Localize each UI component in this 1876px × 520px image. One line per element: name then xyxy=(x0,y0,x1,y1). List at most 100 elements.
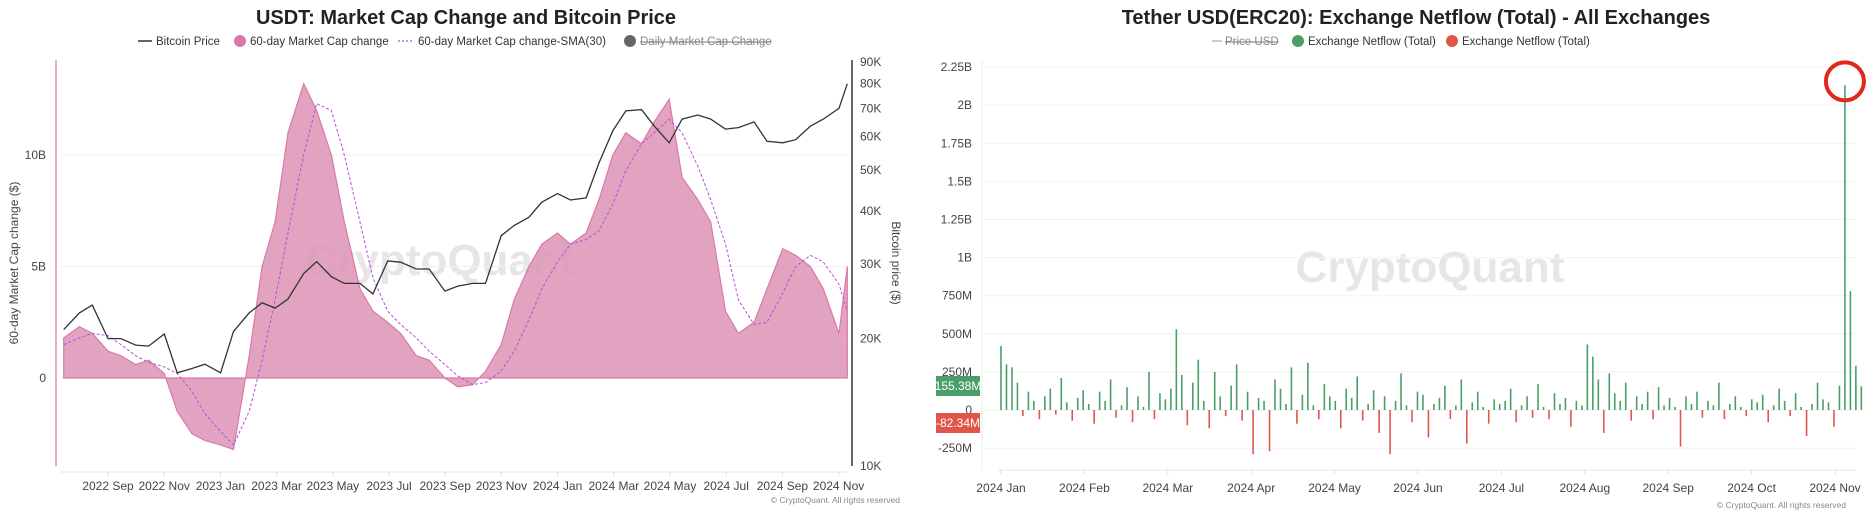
legend-netflow-positive[interactable]: Exchange Netflow (Total) xyxy=(1308,36,1436,48)
netflow-bar-positive xyxy=(1175,329,1178,410)
mcap-change-area xyxy=(63,81,848,451)
netflow-bar-positive xyxy=(1822,399,1824,410)
current-negative-badge: -82.34M xyxy=(936,413,980,433)
netflow-bar-negative xyxy=(1071,410,1074,421)
netflow-bar-positive xyxy=(1657,387,1660,410)
netflow-bar-positive xyxy=(1082,390,1084,410)
left-y-tick: 0 xyxy=(39,371,46,385)
netflow-bar-positive xyxy=(1646,391,1649,410)
netflow-bar-positive xyxy=(1181,374,1183,410)
netflow-bar-positive xyxy=(1564,397,1567,410)
netflow-bar-negative xyxy=(1131,410,1134,423)
x-tick-label: 2024 Aug xyxy=(1559,481,1610,495)
netflow-bar-negative xyxy=(1022,410,1024,417)
netflow-bar-positive xyxy=(1663,405,1665,410)
sma30-line xyxy=(63,102,848,446)
netflow-bar-positive xyxy=(1460,379,1463,410)
netflow-bar-positive xyxy=(1400,373,1402,410)
netflow-bar-positive xyxy=(1526,396,1528,410)
right-legend[interactable]: Price USD Exchange Netflow (Total) Excha… xyxy=(1212,35,1590,48)
x-tick-label: 2024 Jun xyxy=(1393,481,1442,495)
legend-mcap-swatch xyxy=(234,35,246,47)
x-tick-label: 2024 Jan xyxy=(533,479,582,493)
right-y-tick: 80K xyxy=(860,77,881,91)
right-y-tick: 1.25B xyxy=(941,213,972,227)
netflow-bar-negative xyxy=(1767,410,1769,423)
netflow-bar-negative xyxy=(1723,410,1726,420)
netflow-bar-positive xyxy=(1860,386,1863,410)
netflow-bar-positive xyxy=(1274,379,1276,410)
current-negative-value: -82.34M xyxy=(936,416,980,430)
netflow-bar-positive xyxy=(1307,362,1309,410)
netflow-bar-negative xyxy=(1805,410,1808,436)
right-y-tick: 1B xyxy=(957,251,972,265)
netflow-bar-positive xyxy=(1044,396,1046,410)
netflow-bar-negative xyxy=(1427,410,1430,438)
netflow-bar-positive xyxy=(1855,365,1857,410)
netflow-bar-positive xyxy=(1033,400,1035,410)
netflow-bar-positive xyxy=(1257,397,1260,410)
x-tick-label: 2024 Mar xyxy=(588,479,639,493)
x-tick-label: 2024 Apr xyxy=(1227,481,1275,495)
legend-price[interactable]: Price USD xyxy=(1225,36,1279,48)
netflow-bar-positive xyxy=(1827,402,1830,410)
netflow-bar-positive xyxy=(1148,371,1150,410)
netflow-bar-negative xyxy=(1701,410,1704,418)
netflow-bar-positive xyxy=(1734,396,1737,410)
netflow-bar-positive xyxy=(1455,405,1457,410)
right-chart: Tether USD(ERC20): Exchange Netflow (Tot… xyxy=(935,7,1866,510)
legend-sma[interactable]: 60-day Market Cap change-SMA(30) xyxy=(418,36,606,48)
netflow-bar-positive xyxy=(1202,400,1205,410)
netflow-bar-positive xyxy=(1356,376,1358,410)
netflow-bar-positive xyxy=(1170,388,1172,410)
netflow-bar-positive xyxy=(1811,403,1813,410)
x-tick-label: 2023 Nov xyxy=(476,479,527,493)
netflow-bar-positive xyxy=(1000,345,1002,410)
right-y-tick: 2.25B xyxy=(941,60,972,74)
legend-netflow-negative[interactable]: Exchange Netflow (Total) xyxy=(1462,36,1590,48)
netflow-bar-positive xyxy=(1756,402,1759,410)
netflow-bar-positive xyxy=(1350,397,1353,410)
netflow-bar-positive xyxy=(1592,356,1594,410)
netflow-bar-positive xyxy=(1383,396,1386,410)
current-positive-badge: 155.38M xyxy=(935,376,982,396)
netflow-bar-positive xyxy=(1142,406,1145,410)
netflow-bar-positive xyxy=(1696,391,1698,410)
right-copyright: © CryptoQuant. All rights reserved xyxy=(1717,500,1846,510)
netflow-bar-positive xyxy=(1098,391,1101,410)
netflow-bar-positive xyxy=(1504,400,1506,410)
x-tick-label: 2024 Jan xyxy=(976,481,1025,495)
netflow-bar-positive xyxy=(1707,400,1709,410)
netflow-bar-positive xyxy=(1334,400,1337,410)
x-tick-label: 2024 Nov xyxy=(813,479,864,493)
left-y-axis-title: 60-day Market Cap change ($) xyxy=(7,182,21,345)
legend-mcap[interactable]: 60-day Market Cap change xyxy=(250,36,389,48)
netflow-bar-positive xyxy=(1613,393,1616,410)
netflow-bar-negative xyxy=(1515,410,1517,423)
right-y-tick: 250M xyxy=(942,365,972,379)
netflow-bar-positive xyxy=(1279,388,1282,410)
x-tick-label: 2024 Jul xyxy=(1479,481,1524,495)
netflow-bar-positive xyxy=(1219,396,1221,410)
legend-btc[interactable]: Bitcoin Price xyxy=(156,36,220,48)
netflow-bar-positive xyxy=(1778,388,1780,410)
left-legend[interactable]: Bitcoin Price 60-day Market Cap change 6… xyxy=(138,35,772,48)
right-y-tick: 40K xyxy=(860,204,881,218)
netflow-bar-negative xyxy=(1531,410,1534,418)
netflow-bar-negative xyxy=(1241,410,1243,421)
netflow-bar-positive xyxy=(1137,396,1139,410)
netflow-bar-positive xyxy=(1246,391,1249,410)
btc-price-line xyxy=(63,83,848,374)
netflow-bar-positive xyxy=(1729,403,1731,410)
current-positive-value: 155.38M xyxy=(935,379,982,393)
netflow-bar-negative xyxy=(1361,410,1364,421)
legend-daily[interactable]: Daily Market Cap Change xyxy=(640,36,772,48)
netflow-bar-positive xyxy=(1542,406,1545,410)
left-y-tick: 10B xyxy=(25,148,46,162)
netflow-bar-positive xyxy=(1372,390,1375,410)
left-copyright: © CryptoQuant. All rights reserved xyxy=(771,495,900,505)
netflow-bar-negative xyxy=(1208,410,1211,429)
netflow-bar-positive xyxy=(1049,388,1052,410)
netflow-bar-positive xyxy=(1230,385,1232,410)
netflow-bar-negative xyxy=(1630,410,1632,421)
